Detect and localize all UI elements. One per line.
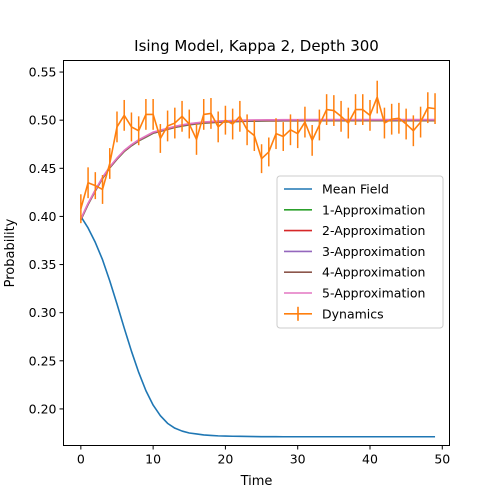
legend-box	[276, 175, 444, 329]
x-tick-label: 50	[434, 452, 450, 467]
x-axis: 0 10 20 30 40 50	[77, 445, 450, 467]
y-tick-label: 0.25	[29, 353, 57, 368]
legend: Mean Field 1-Approximation 2-Approximation…	[276, 175, 444, 329]
y-tick-label: 0.55	[29, 65, 57, 80]
dynamics-line	[80, 96, 436, 209]
legend-label-approximation-1: 1-Approximation	[322, 202, 425, 217]
legend-label-approximation-3: 3-Approximation	[322, 244, 425, 259]
y-axis: 0.20 0.25 0.30 0.35 0.40 0.45 0.50 0.55	[29, 65, 64, 416]
y-tick-label: 0.50	[29, 113, 57, 128]
x-tick-label: 0	[77, 452, 85, 467]
y-axis-label: Probability	[3, 218, 18, 287]
y-tick-label: 0.45	[29, 161, 57, 176]
series-layer	[80, 80, 436, 438]
x-axis-label: Time	[240, 474, 273, 489]
x-tick-label: 40	[362, 452, 378, 467]
legend-label-approximation-4: 4-Approximation	[322, 265, 425, 280]
mean-field-line	[80, 216, 436, 438]
legend-label-mean-field: Mean Field	[322, 182, 389, 197]
plot-frame	[63, 60, 450, 446]
chart-title: Ising Model, Kappa 2, Depth 300	[134, 37, 379, 55]
y-tick-label: 0.40	[29, 209, 57, 224]
x-tick-label: 20	[217, 452, 233, 467]
x-tick-label: 10	[145, 452, 161, 467]
y-tick-label: 0.35	[29, 257, 57, 272]
legend-label-approximation-5: 5-Approximation	[322, 286, 425, 301]
x-tick-label: 30	[290, 452, 306, 467]
legend-entries: Mean Field 1-Approximation 2-Approximation…	[284, 182, 425, 321]
y-tick-label: 0.20	[29, 401, 57, 416]
legend-label-dynamics: Dynamics	[322, 306, 384, 321]
y-tick-label: 0.30	[29, 305, 57, 320]
approximation-5-line	[80, 118, 436, 220]
legend-label-approximation-2: 2-Approximation	[322, 223, 425, 238]
